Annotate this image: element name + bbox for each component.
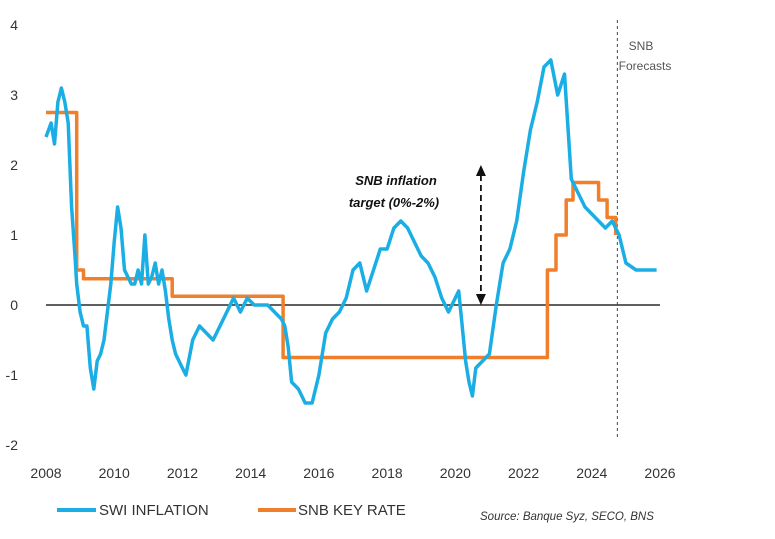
legend: SWI INFLATION SNB KEY RATE [57, 502, 406, 519]
x-tick-label: 2016 [303, 465, 334, 481]
arrow-head-down-icon [475, 294, 486, 305]
x-tick-label: 2024 [576, 465, 607, 481]
source-note: Source: Banque Syz, SECO, BNS [480, 511, 654, 523]
y-tick-label: 4 [10, 17, 18, 33]
x-tick-label: 2020 [440, 465, 471, 481]
x-tick-label: 2014 [235, 465, 266, 481]
arrow-head-up-icon [475, 165, 486, 176]
snb-key-rate-line [46, 110, 618, 360]
legend-label-snb-key-rate: SNB KEY RATE [298, 502, 406, 519]
legend-label-swi-inflation: SWI INFLATION [99, 502, 209, 519]
x-tick-label: 2012 [167, 465, 198, 481]
y-tick-label: -2 [6, 437, 19, 453]
x-tick-label: 2022 [508, 465, 539, 481]
y-tick-label: 0 [10, 297, 18, 313]
x-tick-label: 2008 [30, 465, 61, 481]
forecast-label-line-1: SNB [629, 39, 654, 53]
y-tick-label: 2 [10, 157, 18, 173]
annotation-line-1: SNB inflation [355, 173, 437, 188]
y-tick-label: 1 [10, 227, 18, 243]
y-tick-label: -1 [6, 367, 19, 383]
y-tick-label: 3 [10, 87, 18, 103]
swi-inflation-line [44, 58, 657, 405]
x-tick-label: 2026 [644, 465, 675, 481]
x-tick-label: 2018 [372, 465, 403, 481]
forecast-label-line-2: Forecasts [619, 59, 672, 73]
x-tick-label: 2010 [99, 465, 130, 481]
annotation-line-2: target (0%-2%) [349, 195, 439, 210]
